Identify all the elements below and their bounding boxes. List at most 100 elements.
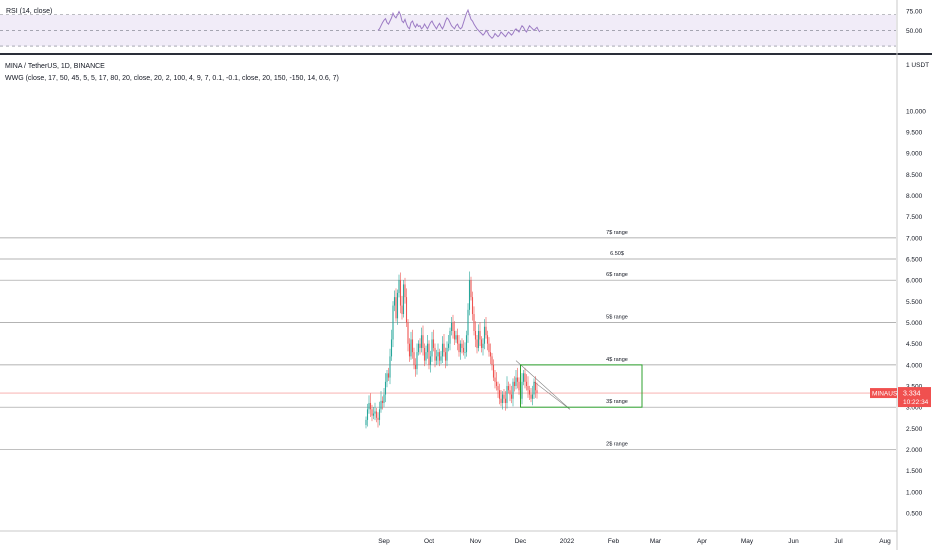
candle-body [486,335,489,344]
candle-body [380,400,382,410]
candle-body [456,335,459,344]
price-tick-label: 2.000 [906,447,923,454]
candle-body [471,297,474,315]
price-tick-label: 7.500 [906,214,923,221]
chart-title: MINA / TetherUS, 1D, BINANCE [5,63,105,70]
candle-body [416,352,418,370]
price-tick-label: 1.500 [906,468,923,475]
price-badge-value: 3.334 [903,391,921,398]
candle-body [518,381,520,391]
candle-body [369,402,372,410]
candle-body [401,305,403,315]
candle-body [512,381,514,399]
rsi-band-lines [0,14,896,47]
candle-body [522,373,525,382]
candle-body [500,398,502,403]
candle-body [375,411,378,418]
candle-body [533,381,535,395]
candle-body [443,343,445,353]
range-level-label: 3$ range [606,399,628,405]
candle-body [498,390,501,399]
candle-body [417,343,420,353]
range-box[interactable] [520,364,643,408]
candle-body [396,292,399,319]
candle-body [506,386,508,403]
candle-body [480,339,483,348]
rsi-line [377,8,541,40]
candle-body [404,284,406,298]
candle-body [428,343,430,365]
symbol-badge-text: MINAUSDT [872,391,906,398]
candle-body [413,352,415,365]
candle-body [390,339,393,357]
candle-body [399,280,402,306]
candle-body [489,352,492,357]
price-tick-label: 0.500 [906,511,923,518]
price-tick-label: 3.000 [906,405,923,412]
candle-body [437,352,439,357]
price-tick-label: 8.000 [906,193,923,200]
candle-body [531,394,534,399]
trend-line-low[interactable] [533,381,571,410]
time-tick-label: Nov [470,538,482,545]
price-tick-label: 1.000 [906,489,923,496]
candle-body [485,326,487,336]
rsi-tick-label: 75.00 [906,8,923,15]
trend-line-down[interactable] [515,360,571,410]
candle-body [432,339,435,348]
candle-body [501,394,504,403]
time-tick-label: Oct [424,538,434,545]
candle-body [482,343,484,348]
candle-body [392,305,394,340]
candle-body [525,381,528,387]
candle-body [476,339,478,348]
candle-body [383,394,385,403]
candle-body [509,390,511,395]
candle-body [524,373,526,382]
candle-body [497,386,499,391]
candle-body [536,390,538,394]
price-tick-label: 5.500 [906,299,923,306]
candle-body [530,394,532,399]
candle-body [447,343,450,348]
candlestick-series [365,271,538,429]
candle-body [381,400,384,403]
price-tick-label: 9.500 [906,129,923,136]
candle-body [449,330,451,344]
price-tick-label: 2.500 [906,426,923,433]
range-level-label: 7$ range [606,230,628,236]
range-level-label: 5$ range [606,315,628,321]
candle-body [534,381,537,391]
price-tick-label: 7.000 [906,235,923,242]
candle-body [371,409,373,416]
price-tick-label: 4.500 [906,341,923,348]
candle-body [389,356,391,378]
candle-body [374,411,376,414]
candle-body [510,394,513,399]
time-tick-label: Jul [834,538,843,545]
candle-body [477,330,480,348]
price-badge [898,387,931,408]
candle-body [411,339,414,353]
candle-body [408,343,411,357]
time-tick-label: Dec [515,538,527,545]
candle-body [414,364,417,370]
candle-body [407,322,409,344]
range-level-label: 6.50$ [610,251,624,257]
candle-body [458,343,460,353]
candle-body [410,339,412,357]
candle-body [435,356,438,361]
time-tick-label: Feb [608,538,620,545]
indicator-label: WWG (close, 17, 50, 45, 5, 5, 17, 80, 20… [5,75,339,82]
candle-body [405,297,408,323]
candle-body [459,343,462,353]
candle-body [521,381,523,399]
candle-body [423,347,426,361]
price-tick-label: 6.000 [906,278,923,285]
candle-body [366,409,369,420]
time-tick-label: Sep [378,538,390,545]
candle-body [420,335,423,348]
candle-body [473,314,475,331]
candle-body [441,343,444,357]
